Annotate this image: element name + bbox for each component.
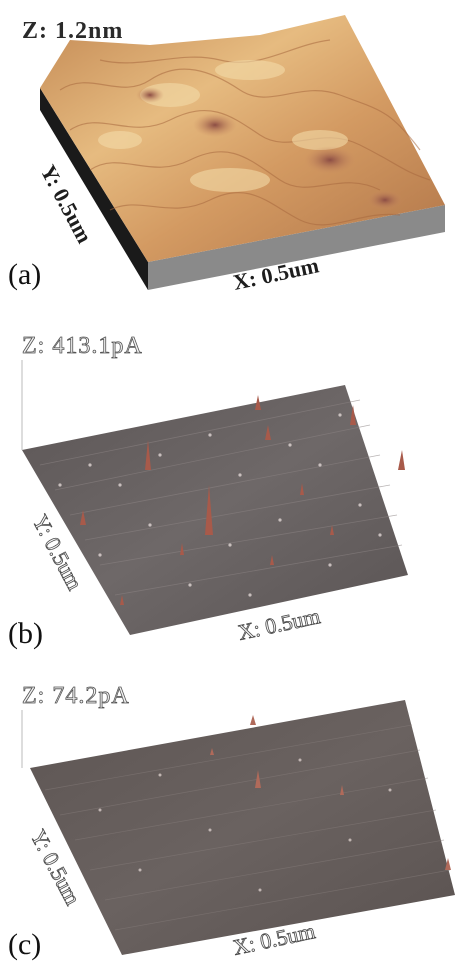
- z-scale-label: Z: 74.2pA: [22, 683, 130, 709]
- panel-b: Z: 413.1pA Y: 0.5um X: 0.5um (b): [0, 305, 465, 660]
- surface-texture: [44, 724, 451, 931]
- surface-front-face: [148, 205, 445, 290]
- panel-a-surface-plot: Z: 1.2nm Y: 0.5um X: 0.5um: [22, 15, 445, 295]
- panel-label: (b): [8, 617, 43, 650]
- current-surface: [30, 700, 455, 955]
- surface-speckles: [98, 758, 392, 892]
- panel-label: (a): [8, 258, 42, 291]
- panel-a: Z: 1.2nm Y: 0.5um X: 0.5um (a): [0, 0, 465, 300]
- x-scale-label: X: 0.5um: [236, 603, 323, 645]
- surface-texture: [59, 39, 431, 226]
- topography-surface: [40, 15, 445, 262]
- surface-pits: [136, 87, 403, 210]
- panel-c-surface-plot: Z: 74.2pA Y: 0.5um X: 0.5um: [21, 683, 455, 960]
- z-scale-label: Z: 413.1pA: [22, 333, 143, 359]
- panel-b-surface-plot: Z: 413.1pA Y: 0.5um X: 0.5um: [21, 333, 408, 645]
- surface-texture: [39, 399, 403, 596]
- current-peaks: [210, 715, 451, 870]
- surface-speckles: [58, 413, 382, 597]
- z-scale-label: Z: 1.2nm: [22, 18, 123, 44]
- panel-label: (c): [8, 928, 42, 961]
- current-peaks: [80, 395, 405, 605]
- current-surface: [22, 385, 408, 635]
- surface-left-face: [40, 88, 148, 290]
- panel-c: Z: 74.2pA Y: 0.5um X: 0.5um (c): [0, 670, 465, 967]
